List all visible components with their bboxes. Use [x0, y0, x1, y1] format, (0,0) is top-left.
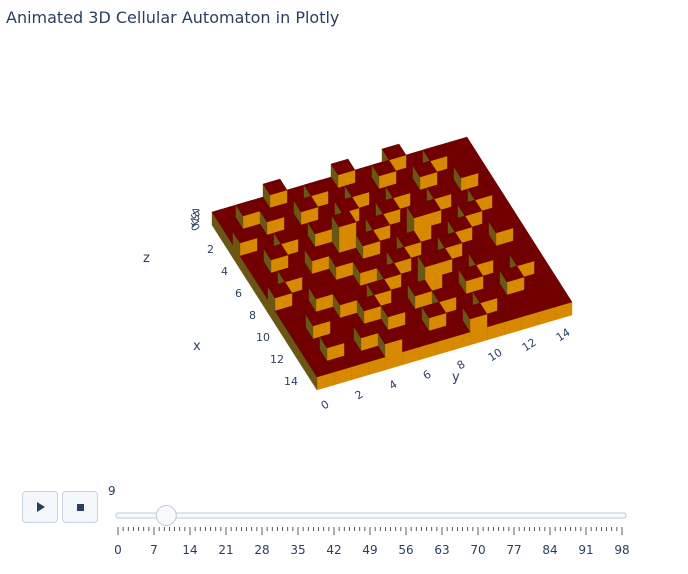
y-tick-label: 6 [421, 368, 434, 383]
slider-tick-label: 98 [614, 543, 629, 557]
slider-tick-label: 70 [470, 543, 485, 557]
slider-tick-label: 84 [542, 543, 557, 557]
slider-tick-label: 7 [150, 543, 158, 557]
stop-button[interactable] [62, 491, 98, 523]
y-tick-label: 14 [554, 326, 573, 344]
current-frame-label: 9 [108, 484, 116, 498]
z-axis-title: z [143, 251, 150, 266]
x-tick-label: 6 [235, 287, 242, 300]
x-tick-label: 2 [207, 243, 214, 256]
slider-tick-label: 21 [218, 543, 233, 557]
slider-tick-label: 63 [434, 543, 449, 557]
x-tick-label: 10 [256, 331, 270, 344]
x-tick-label: 14 [284, 375, 298, 388]
chart-title: Animated 3D Cellular Automaton in Plotly [6, 8, 340, 27]
voxel-column [547, 290, 573, 321]
slider-tick-label: 0 [114, 543, 122, 557]
automaton-bars [211, 136, 573, 391]
stop-icon [76, 503, 84, 511]
y-tick-label: 10 [486, 346, 505, 364]
y-axis-title: y [452, 370, 460, 385]
slider-tick-label: 35 [290, 543, 305, 557]
slider-handle[interactable] [155, 505, 177, 526]
x-tick-label: 4 [221, 265, 228, 278]
slider-tick-label: 91 [578, 543, 593, 557]
slider-tick-label: 77 [506, 543, 521, 557]
x-axis-title: x [193, 339, 201, 354]
y-tick-label: 2 [353, 388, 366, 403]
voxel-column [309, 360, 335, 391]
slider-tick-label: 42 [326, 543, 341, 557]
x-tick-label: 12 [270, 353, 284, 366]
slider-tick-label: 56 [398, 543, 413, 557]
y-tick-label: 12 [520, 336, 539, 354]
slider-tick-label: 14 [182, 543, 197, 557]
slider-rail[interactable] [115, 512, 627, 519]
slider-tick-label: 28 [254, 543, 269, 557]
play-icon [37, 502, 45, 512]
frame-slider[interactable]: 0 7 14 21 28 35 42 49 56 63 70 77 84 91 98 [0, 500, 688, 570]
slider-tick-label: 49 [362, 543, 377, 557]
y-tick-label: 0 [319, 398, 332, 413]
slider-ticks: 0 7 14 21 28 35 42 49 56 63 70 77 84 91 98 [114, 527, 630, 557]
voxel-column [377, 327, 403, 371]
y-tick-label: 4 [387, 378, 400, 393]
x-tick-label: 8 [249, 309, 256, 322]
play-button[interactable] [22, 491, 58, 523]
